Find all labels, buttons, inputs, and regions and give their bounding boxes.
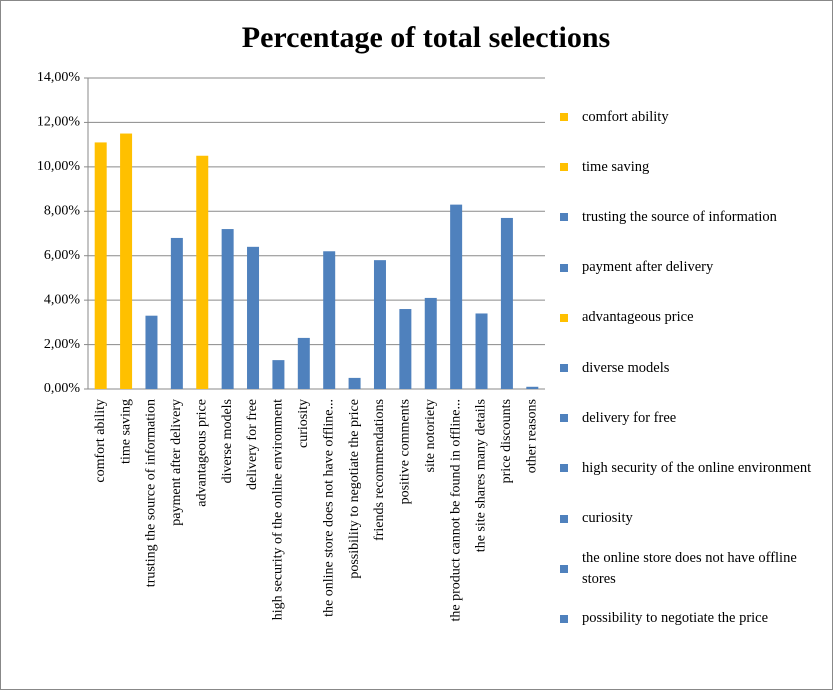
bar (373, 260, 386, 389)
x-tick-label: high security of the online environment (271, 399, 286, 620)
legend-swatch (560, 113, 568, 122)
y-tick-label: 8,00% (44, 204, 81, 219)
legend-item: time saving (560, 142, 830, 192)
bar (500, 217, 513, 389)
legend-swatch (560, 163, 568, 172)
x-tick-label: payment after delivery (169, 399, 184, 526)
bar (145, 315, 158, 389)
y-tick-label: 12,00% (37, 115, 81, 130)
x-tick-label: trusting the source of information (144, 399, 159, 587)
x-tick-label: delivery for free (245, 399, 260, 490)
x-tick-label: friends recommendations (372, 399, 387, 541)
x-tick-label: advantageous price (194, 399, 209, 507)
bar (348, 377, 361, 389)
bar (221, 229, 234, 389)
legend-swatch (560, 213, 568, 222)
y-tick-label: 0,00% (44, 381, 81, 396)
legend-item: comfort ability (560, 92, 830, 142)
y-tick-label: 10,00% (37, 159, 81, 174)
y-tick-label: 14,00% (37, 70, 81, 85)
legend-label: time saving (582, 158, 650, 175)
legend-swatch (560, 414, 568, 423)
legend-label: advantageous price (582, 309, 694, 326)
chart-title: Percentage of total selections (242, 21, 610, 54)
legend-label: trusting the source of information (582, 208, 777, 225)
bar (475, 313, 488, 389)
legend-label: high security of the online environment (582, 459, 812, 476)
legend-label: payment after delivery (582, 259, 714, 276)
legend-swatch (560, 614, 568, 623)
bar (323, 251, 336, 389)
bar (170, 237, 183, 389)
legend-label: comfort ability (582, 108, 669, 125)
legend-item: possibility to negotiate the price (560, 594, 830, 644)
x-tick-label: diverse models (220, 399, 235, 483)
bar (94, 142, 107, 389)
bar (424, 297, 437, 389)
bar (450, 204, 463, 389)
x-tick-label: curiosity (296, 399, 311, 448)
x-tick-label: other reasons (525, 399, 540, 473)
bar (399, 309, 412, 389)
x-tick-label: the product cannot be found in offline..… (448, 399, 463, 622)
x-tick-label: price discounts (499, 399, 514, 483)
legend-item: the online store does not have offline s… (560, 544, 830, 594)
x-tick-label: time saving (118, 399, 133, 464)
legend-item: diverse models (560, 343, 830, 393)
bar (272, 360, 285, 389)
legend-swatch (560, 263, 568, 272)
legend-label: diverse models (582, 359, 670, 376)
legend-label: curiosity (582, 510, 633, 527)
bar (297, 337, 310, 389)
legend-label: possibility to negotiate the price (582, 610, 769, 627)
bar (196, 155, 209, 389)
x-tick-label: comfort ability (93, 399, 108, 483)
x-tick-label: positive comments (398, 399, 413, 504)
x-tick-label: possibility to negotiate the price (347, 399, 362, 579)
legend-swatch (560, 514, 568, 523)
legend-item: curiosity (560, 494, 830, 544)
y-tick-label: 2,00% (44, 337, 81, 352)
x-tick-label: site notoriety (423, 399, 438, 473)
legend-swatch (560, 464, 568, 473)
legend-item: payment after delivery (560, 243, 830, 293)
legend-item: trusting the source of information (560, 192, 830, 242)
legend-item: delivery for free (560, 393, 830, 443)
bar (120, 133, 133, 389)
y-tick-label: 4,00% (44, 292, 81, 307)
legend-swatch (560, 313, 568, 322)
legend-label: delivery for free (582, 409, 677, 426)
bar (526, 386, 539, 389)
legend-label: the online store does not have offline s… (582, 549, 797, 587)
x-tick-label: the online store does not have offline..… (321, 399, 336, 617)
legend: comfort ability time saving trusting the s… (560, 92, 830, 644)
legend-item: high security of the online environment (560, 443, 830, 493)
legend-swatch (560, 364, 568, 373)
legend-item: advantageous price (560, 293, 830, 343)
y-tick-label: 6,00% (44, 248, 81, 263)
legend-swatch (560, 564, 568, 573)
bar (247, 246, 260, 389)
x-tick-label: the site shares many details (474, 399, 489, 552)
